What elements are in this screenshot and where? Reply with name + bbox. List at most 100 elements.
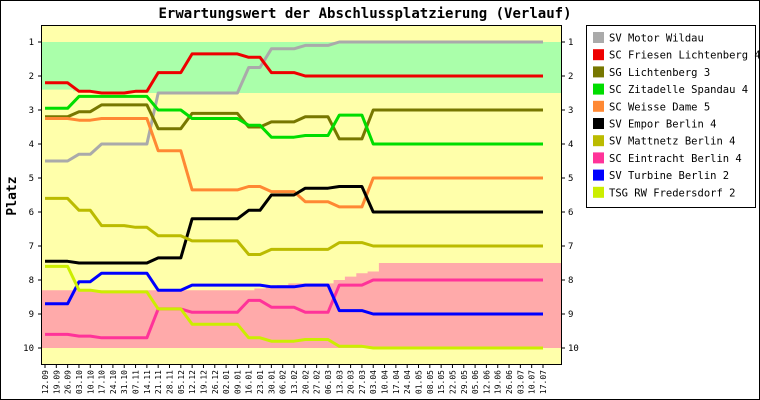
legend-label: SV Empor Berlin 4 (609, 119, 716, 131)
series-line-10 (45, 264, 543, 350)
legend-swatch (593, 169, 604, 181)
legend-label: SV Motor Wildau (609, 33, 704, 45)
x-tick-label: 10.10 (86, 370, 95, 394)
legend-label: SG Lichtenberg 3 (609, 67, 710, 79)
x-tick-label: 30.01 (267, 370, 276, 394)
series-line-3 (45, 103, 543, 141)
x-tick-label: 01.05 (415, 370, 424, 394)
x-tick-label: 17.07 (539, 370, 548, 394)
x-tick-label: 10.04 (381, 370, 390, 394)
legend-box (586, 25, 756, 208)
x-tick-label: 13.02 (290, 370, 299, 394)
x-tick-label: 23.01 (256, 370, 265, 394)
legend-swatch (593, 186, 604, 198)
legend-swatch (593, 118, 604, 129)
y-tick-left-label: 7 (29, 242, 34, 252)
x-tick-label: 03.07 (516, 370, 525, 394)
x-tick-label: 12.06 (482, 370, 491, 394)
y-tick-right-label: 3 (568, 106, 573, 116)
y-tick-left-label: 1 (29, 38, 34, 48)
zone-aufstieg (42, 42, 561, 93)
x-tick-label: 05.12 (177, 370, 186, 394)
y-tick-right-label: 10 (568, 344, 579, 354)
y-tick-left-label: 10 (23, 344, 34, 354)
legend-swatch (593, 135, 604, 147)
x-tick-label: 09.01 (233, 370, 242, 394)
legend-label: TSG RW Fredersdorf 2 (609, 187, 735, 199)
x-tick-label: 17.04 (392, 370, 401, 394)
x-tick-label: 19.06 (494, 370, 503, 394)
x-tick-label: 03.10 (75, 370, 84, 394)
y-tick-right-label: 6 (568, 208, 573, 218)
legend-swatch (593, 32, 604, 43)
background-zones (42, 26, 561, 364)
legend-label: SC Zitadelle Spandau 4 (609, 84, 748, 96)
zone-abstieg (42, 263, 561, 348)
x-tick-label: 28.11 (166, 370, 175, 394)
y-tick-right-label: 2 (568, 72, 573, 82)
x-tick-label: 05.06 (471, 370, 480, 394)
y-tick-right-label: 4 (568, 140, 573, 150)
legend-label: SC Weisse Dame 5 (609, 101, 710, 113)
x-tick-label: 24.04 (403, 370, 412, 394)
legend-label: SC Friesen Lichtenberg 4 (609, 50, 760, 62)
x-tick-label: 29.05 (460, 370, 469, 394)
x-tick-label: 15.05 (437, 370, 446, 394)
x-tick-label: 03.04 (369, 370, 378, 394)
x-tick-label: 21.11 (154, 370, 163, 394)
series-line-7 (45, 196, 543, 256)
x-tick-label: 20.03 (347, 370, 356, 394)
x-tick-label: 27.03 (358, 370, 367, 394)
x-tick-label: 22.05 (449, 370, 458, 394)
y-tick-left-label: 3 (29, 106, 34, 116)
legend: SV Motor Wildau SC Friesen Lichtenberg 4 S… (586, 25, 760, 208)
legend-swatch (593, 100, 604, 112)
x-tick-label: 26.06 (505, 370, 514, 394)
x-tick-label: 14.11 (143, 370, 152, 394)
y-tick-left-label: 2 (29, 72, 34, 82)
x-tick-label: 06.02 (279, 370, 288, 394)
x-tick-label: 02.01 (222, 370, 231, 394)
x-tick-label: 12.09 (41, 370, 50, 394)
x-tick-label: 07.11 (132, 370, 141, 394)
x-tick-label: 19.09 (52, 370, 61, 394)
chart-title: Erwartungswert der Abschlussplatzierung … (158, 6, 571, 22)
y-tick-right-label: 5 (568, 174, 573, 184)
x-tick-label: 19.12 (200, 370, 209, 394)
y-tick-right-label: 9 (568, 310, 573, 320)
y-tick-left-label: 6 (29, 208, 34, 218)
y-ticks-right: 1 2 3 4 5 6 7 8 9 10 (561, 38, 579, 354)
x-tick-label: 27.02 (313, 370, 322, 394)
series-line-8 (45, 278, 543, 340)
x-tick-label: 08.05 (426, 370, 435, 394)
x-tick-label: 20.02 (301, 370, 310, 394)
y-tick-right-label: 8 (568, 276, 573, 286)
y-tick-left-label: 8 (29, 276, 34, 286)
y-tick-left-label: 9 (29, 310, 34, 320)
y-tick-left-label: 5 (29, 174, 34, 184)
legend-swatch (593, 152, 604, 164)
x-tick-label: 24.10 (109, 370, 118, 394)
x-ticks: 12.09 19.09 26.09 03.10 10.10 17.10 24.10 31.10… (41, 364, 548, 394)
legend-swatch (593, 83, 604, 95)
x-tick-label: 13.03 (335, 370, 344, 394)
legend-label: SV Turbine Berlin 2 (609, 170, 729, 182)
x-tick-label: 31.10 (120, 370, 129, 394)
series-line-6 (45, 185, 543, 265)
series-line-2 (45, 52, 543, 95)
y-axis-label: Platz (5, 176, 20, 215)
series-line-9 (45, 271, 543, 316)
x-tick-label: 26.12 (211, 370, 220, 394)
legend-swatch (593, 66, 604, 78)
legend-label: SV Mattnetz Berlin 4 (609, 136, 735, 148)
y-ticks-left: 1 2 3 4 5 6 7 8 9 10 (23, 38, 42, 354)
x-tick-label: 12.12 (188, 370, 197, 394)
series-line-4 (45, 94, 543, 146)
x-tick-label: 26.09 (64, 370, 73, 394)
plot-area-border (41, 25, 562, 365)
y-tick-left-label: 4 (29, 140, 34, 150)
legend-label: SC Eintracht Berlin 4 (609, 153, 742, 165)
x-tick-label: 06.03 (324, 370, 333, 394)
x-tick-label: 16.01 (245, 370, 254, 394)
